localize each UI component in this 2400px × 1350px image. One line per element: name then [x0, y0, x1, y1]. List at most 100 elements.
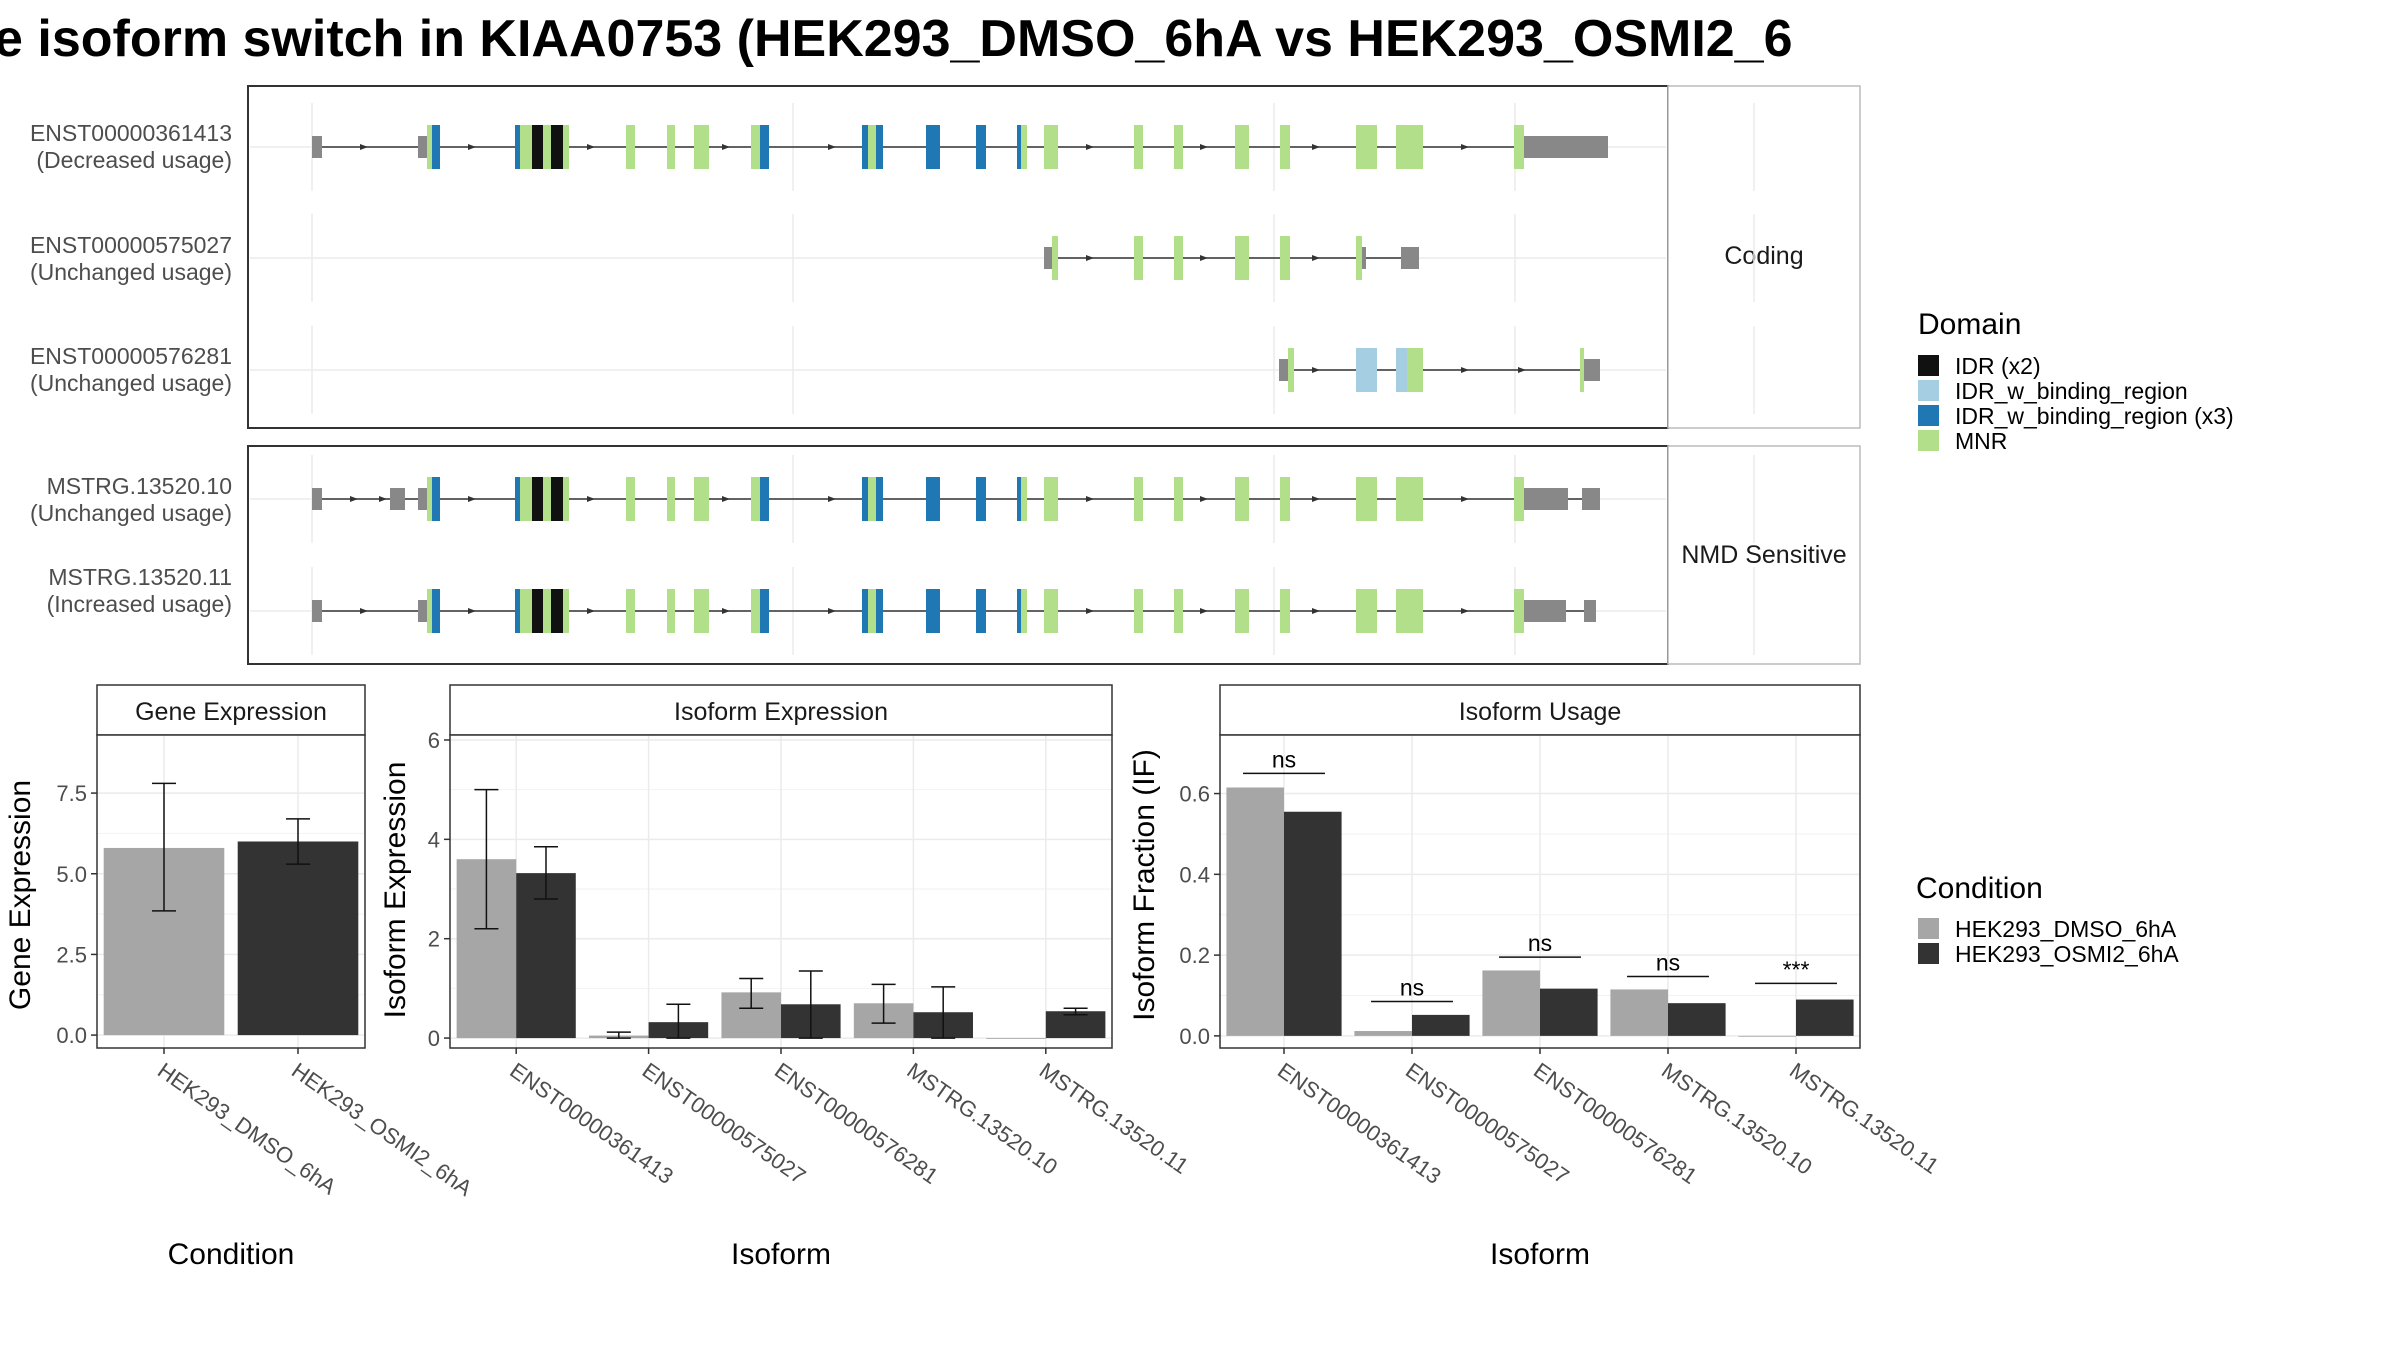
- condition-legend: Condition HEK293_DMSO_6hA HEK293_OSMI2_6…: [1916, 872, 2179, 967]
- bar: [986, 1038, 1046, 1039]
- strand-arrow: [1312, 496, 1320, 502]
- exon: [418, 600, 427, 622]
- domain-segment: [1021, 477, 1027, 521]
- domain-segment: [862, 589, 868, 633]
- domain-segment: [751, 477, 760, 521]
- domain-legend-item: MNR: [1918, 428, 2007, 454]
- y-axis-title: Gene Expression: [4, 780, 37, 1010]
- strand-arrow: [1086, 496, 1094, 502]
- strand-arrow: [1312, 608, 1320, 614]
- y-tick-label: 0.4: [1179, 862, 1210, 887]
- domain-segment: [532, 477, 543, 521]
- y-tick-label: 0.2: [1179, 943, 1210, 968]
- domain-segment: [1174, 477, 1183, 521]
- transcript-id: ENST00000576281: [30, 343, 232, 369]
- domain-segment: [543, 125, 551, 169]
- significance-label: ns: [1272, 746, 1296, 772]
- domain-segment: [1514, 589, 1524, 633]
- x-axis-title: Isoform: [731, 1238, 831, 1271]
- track-mstrg-13520-10: MSTRG.13520.10 (Unchanged usage): [30, 455, 1755, 543]
- strand-arrow: [1200, 144, 1208, 150]
- domain-segment: [1514, 125, 1524, 169]
- domain-segment: [1356, 125, 1377, 169]
- bar: [237, 841, 359, 1036]
- significance-label: ns: [1400, 975, 1424, 1001]
- domain-segment: [1288, 348, 1294, 392]
- domain-segment: [626, 125, 635, 169]
- domain-segment: [1134, 589, 1143, 633]
- domain-segment: [694, 477, 709, 521]
- y-tick-label: 6: [428, 728, 440, 753]
- strand-arrow: [722, 608, 730, 614]
- chart-strip: [1219, 684, 1861, 736]
- domain-segment: [1134, 477, 1143, 521]
- bar: [1668, 1003, 1726, 1036]
- condition-swatch-osmi2: [1918, 943, 1939, 964]
- domain-segment: [1174, 125, 1183, 169]
- bar: [1412, 1014, 1470, 1036]
- chart-title: Isoform Expression: [674, 698, 888, 726]
- exon: [1582, 488, 1600, 510]
- domain-segment: [1280, 477, 1290, 521]
- transcript-usage: (Unchanged usage): [30, 370, 232, 396]
- domain-legend-item: IDR (x2): [1918, 353, 2041, 379]
- domain-segment: [926, 477, 940, 521]
- condition-legend-title: Condition: [1916, 872, 2043, 905]
- exon: [1401, 247, 1419, 269]
- domain-segment: [667, 125, 675, 169]
- domain-segment: [926, 589, 940, 633]
- track-enst00000576281: ENST00000576281 (Unchanged usage): [30, 326, 1755, 414]
- exon: [1584, 359, 1600, 381]
- condition-legend-item: HEK293_DMSO_6hA: [1918, 916, 2177, 942]
- domain-segment: [563, 125, 569, 169]
- domain-segment: [976, 125, 986, 169]
- domain-segment: [1235, 236, 1249, 280]
- chart-title: Isoform Usage: [1459, 698, 1622, 726]
- domain-swatch-idr-binding-x3: [1918, 405, 1939, 426]
- domain-segment: [667, 477, 675, 521]
- domain-segment: [1017, 589, 1021, 633]
- domain-segment: [1017, 125, 1021, 169]
- domain-segment: [1174, 589, 1183, 633]
- strand-arrow: [828, 608, 836, 614]
- domain-segment: [868, 589, 876, 633]
- domain-segment: [868, 477, 876, 521]
- bar: [1738, 1035, 1796, 1037]
- domain-segment: [427, 589, 432, 633]
- exon: [1530, 600, 1566, 622]
- plot-frame: [96, 734, 366, 1049]
- exon: [312, 600, 322, 622]
- domain-legend-label: MNR: [1955, 428, 2007, 454]
- x-axis-title: Isoform: [1490, 1238, 1590, 1271]
- domain-segment: [563, 589, 569, 633]
- strand-arrow: [1461, 367, 1469, 373]
- strand-arrow: [587, 496, 595, 502]
- domain-segment: [520, 125, 532, 169]
- domain-segment: [1280, 125, 1290, 169]
- domain-segment: [520, 589, 532, 633]
- strand-arrow: [360, 144, 368, 150]
- condition-legend-label: HEK293_OSMI2_6hA: [1955, 941, 2179, 967]
- strand-arrow: [1086, 608, 1094, 614]
- significance-label: ***: [1783, 956, 1810, 982]
- domain-segment: [563, 477, 569, 521]
- significance-label: ns: [1656, 950, 1680, 976]
- transcript-id: ENST00000361413: [30, 120, 232, 146]
- bar: [1482, 970, 1540, 1036]
- bar: [1045, 1011, 1106, 1039]
- y-tick-label: 0.6: [1179, 782, 1210, 807]
- domain-segment: [543, 589, 551, 633]
- y-tick-label: 4: [428, 827, 440, 852]
- domain-segment: [1514, 477, 1524, 521]
- domain-segment: [1356, 236, 1362, 280]
- strand-arrow: [1518, 367, 1526, 373]
- isoform-expression-chart: Isoform Expression 0246ENST00000361413EN…: [379, 684, 1193, 1271]
- chart-strip: [449, 684, 1113, 736]
- domain-segment: [1235, 589, 1249, 633]
- bar: [1284, 811, 1342, 1036]
- domain-segment: [1021, 125, 1027, 169]
- structure-panel-nmd: NMD Sensitive MSTRG.13520.10 (Unchanged …: [30, 445, 1861, 665]
- strand-arrow: [360, 608, 368, 614]
- domain-segment: [1580, 348, 1584, 392]
